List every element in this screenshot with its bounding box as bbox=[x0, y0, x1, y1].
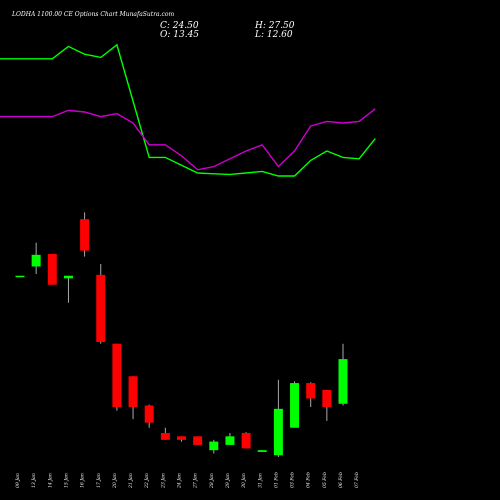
candle bbox=[15, 275, 25, 278]
x-tick-label: 16 Jan bbox=[80, 473, 86, 488]
ohlc-high: H: 27.50 bbox=[254, 21, 295, 31]
candle-body bbox=[144, 405, 154, 423]
x-tick-label: 22 Jan bbox=[144, 473, 150, 489]
indicator-line-1 bbox=[0, 43, 376, 177]
candle-body bbox=[177, 436, 186, 440]
candle-body bbox=[225, 436, 235, 445]
candle bbox=[322, 389, 332, 421]
candle bbox=[225, 433, 235, 445]
x-tick-label: 21 Jan bbox=[128, 473, 134, 489]
candle-body bbox=[112, 343, 122, 408]
x-tick-label: 03 Feb bbox=[290, 472, 296, 488]
candle-body bbox=[306, 383, 316, 399]
x-tick-label: 24 Jan bbox=[177, 473, 183, 489]
candle bbox=[160, 427, 170, 440]
x-tick-label: 04 Feb bbox=[306, 472, 312, 488]
candle-body bbox=[160, 433, 170, 440]
x-tick-label: 06 Feb bbox=[338, 472, 344, 488]
candle bbox=[177, 436, 186, 442]
x-tick-label: 30 Jan bbox=[241, 473, 247, 488]
x-axis-ticks: 09 Jan 13 Jan 14 Jan 15 Jan 16 Jan 17 Jan 20 J… bbox=[15, 472, 360, 489]
x-tick-label: 01 Feb bbox=[273, 472, 279, 488]
ohlc-open: O: 13.45 bbox=[160, 30, 199, 40]
candle-body bbox=[241, 433, 251, 449]
candle bbox=[241, 432, 251, 449]
indicator-line-2 bbox=[0, 108, 376, 171]
x-tick-label: 29 Jan bbox=[225, 473, 231, 489]
candle-body bbox=[257, 450, 267, 452]
candle bbox=[96, 264, 106, 344]
x-tick-label: 14 Jan bbox=[47, 473, 53, 488]
x-tick-label: 31 Jan bbox=[257, 473, 263, 488]
candle-body bbox=[290, 383, 300, 428]
candle bbox=[47, 253, 57, 285]
x-tick-label: 09 Jan bbox=[15, 473, 21, 488]
candle-body bbox=[63, 275, 73, 279]
candle bbox=[273, 379, 283, 457]
candle bbox=[128, 376, 138, 420]
candle bbox=[63, 275, 73, 303]
candle-body bbox=[96, 274, 106, 342]
candle bbox=[306, 382, 316, 408]
chart-title: LODHA 1100.00 CE Options Chart MunafaSut… bbox=[11, 11, 175, 18]
x-tick-label: 20 Jan bbox=[112, 473, 118, 489]
candle-body bbox=[338, 359, 348, 404]
candle-body bbox=[209, 441, 219, 451]
candle bbox=[144, 404, 154, 428]
x-tick-label: 27 Jan bbox=[193, 473, 199, 489]
candles bbox=[15, 212, 348, 457]
candle bbox=[338, 343, 348, 406]
candle-body bbox=[273, 408, 283, 456]
candle-body bbox=[15, 275, 25, 278]
candle-body bbox=[322, 389, 332, 408]
candle bbox=[112, 343, 122, 411]
ohlc-low: L: 12.60 bbox=[254, 30, 293, 40]
candle-body bbox=[128, 376, 138, 408]
ohlc-close: C: 24.50 bbox=[160, 21, 199, 31]
candle bbox=[209, 439, 219, 454]
x-tick-label: 13 Jan bbox=[31, 473, 37, 488]
x-tick-label: 23 Jan bbox=[160, 473, 166, 489]
candle bbox=[257, 450, 267, 452]
candle bbox=[31, 242, 41, 274]
x-tick-label: 15 Jan bbox=[63, 473, 69, 488]
candle-body bbox=[47, 253, 57, 285]
candle-body bbox=[193, 436, 203, 445]
candle-body bbox=[80, 219, 90, 251]
candle bbox=[80, 212, 90, 257]
candle-body bbox=[31, 254, 41, 267]
indicator-lines bbox=[0, 43, 376, 177]
x-tick-label: 05 Feb bbox=[322, 472, 328, 488]
x-tick-label: 17 Jan bbox=[96, 473, 102, 488]
x-tick-label: 28 Jan bbox=[209, 473, 215, 489]
candle bbox=[290, 381, 300, 428]
x-tick-label: 07 Feb bbox=[354, 472, 360, 488]
candle bbox=[193, 436, 203, 445]
